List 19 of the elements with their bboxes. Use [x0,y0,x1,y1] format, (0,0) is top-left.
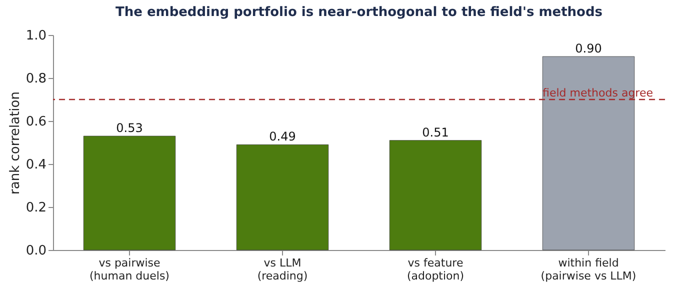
x-tick-label: within field (pairwise vs LLM) [540,256,636,282]
x-tick-label: vs LLM (reading) [257,256,308,282]
data-label: 0.51 [422,125,449,140]
y-tick-label: 0.8 [26,72,46,86]
y-tick-label: 0.2 [26,200,46,216]
y-tick-label: 0.0 [26,244,46,258]
bar [236,144,329,250]
y-tick-label: 0.6 [26,114,46,130]
x-tick-label: vs pairwise (human duels) [90,256,170,282]
chart-title: The embedding portfolio is near-orthogonal to the field's methods [115,5,603,20]
y-tick-label: 1.0 [26,28,46,44]
bar [389,140,482,250]
y-axis-title: rank correlation [8,92,23,194]
data-label: 0.90 [575,42,602,56]
y-tick-label: 0.4 [26,158,46,172]
x-tick-label: vs feature (adoption) [406,256,464,282]
data-label: 0.49 [269,130,296,144]
data-label: 0.53 [116,121,143,136]
bar [83,136,176,250]
